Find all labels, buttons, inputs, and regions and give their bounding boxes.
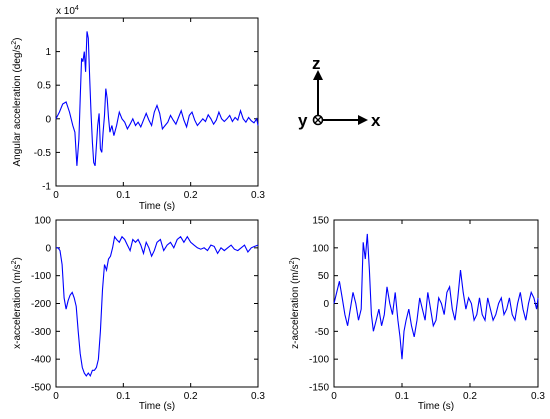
z-arrowhead-icon (313, 70, 323, 80)
z-axis-label: z (312, 54, 321, 73)
x-arrowhead-icon (358, 115, 368, 125)
angular-acceleration-chart: x 104 Time (s) Angular acceleration (deg… (11, 5, 265, 212)
x-tick-label: 0.2 (463, 391, 477, 402)
y-tick-label: -500 (31, 383, 51, 394)
y-tick-label: 100 (312, 243, 329, 254)
y-ticks: -500 -400 -300 -200 -100 0 100 (31, 216, 258, 394)
x-axis-label: x (371, 111, 381, 130)
y-tick-label: -100 (31, 271, 51, 282)
y-tick-label: -50 (315, 327, 330, 338)
y-tick-label: 150 (312, 216, 329, 227)
x-ticks: 0 0.1 0.2 0.3 (53, 18, 265, 201)
z-acceleration-chart: Time (s) z-acceleration (m/s2) 0 0.1 0.2 0.… (289, 216, 545, 413)
y-tick-label: -200 (31, 299, 51, 310)
x-tick-label: 0.3 (531, 391, 545, 402)
x-tick-label: 0.2 (184, 190, 198, 201)
x-tick-label: 0.3 (251, 391, 265, 402)
x-ticks: 0 0.1 0.2 0.3 (53, 220, 265, 402)
x-tick-label: 0.3 (251, 190, 265, 201)
x-axis-label: Time (s) (418, 401, 454, 412)
y-axis-label: Angular acceleration (deg/s2) (11, 38, 23, 167)
y-tick-label: -300 (31, 327, 51, 338)
plot-frame (333, 219, 539, 388)
plot-frame (55, 219, 259, 388)
series-line (56, 235, 259, 378)
y-tick-label: -1 (42, 182, 51, 193)
y-tick-label: -0.5 (34, 148, 52, 159)
x-acceleration-chart: Time (s) x-acceleration (m/s2) 0 0.1 0.2 0.… (11, 216, 265, 413)
y-ticks: -1 -0.5 0 0.5 1 (34, 47, 258, 193)
y-cross-icon (314, 116, 322, 124)
y-tick-label: 0.5 (37, 81, 51, 92)
y-tick-label: 0 (45, 243, 51, 254)
series-line (333, 233, 539, 360)
plot-frame (55, 17, 259, 187)
y-ticks: -150 -100 -50 0 50 100 150 (309, 216, 538, 394)
x-tick-label: 0.1 (395, 391, 409, 402)
x-tick-label: 0 (53, 190, 59, 201)
x-ticks: 0 0.1 0.2 0.3 (331, 220, 545, 402)
coordinate-frame: z y x (298, 54, 381, 130)
y-tick-label: 0 (323, 299, 329, 310)
x-tick-label: 0.2 (184, 391, 198, 402)
x-axis-label: Time (s) (139, 201, 175, 212)
y-tick-label: 1 (45, 47, 51, 58)
y-tick-label: 50 (318, 271, 330, 282)
x-tick-label: 0 (53, 391, 59, 402)
y-axis-label: y (298, 111, 308, 130)
y-tick-label: -100 (309, 355, 329, 366)
y-tick-label: 100 (34, 216, 51, 227)
y-tick-label: -150 (309, 383, 329, 394)
x-tick-label: 0.1 (116, 190, 130, 201)
y-axis-label: z-acceleration (m/s2) (289, 257, 301, 349)
x-tick-label: 0.1 (116, 391, 130, 402)
y-tick-label: 0 (45, 114, 51, 125)
y-tick-label: -400 (31, 355, 51, 366)
x-axis-label: Time (s) (139, 401, 175, 412)
y-axis-label: x-acceleration (m/s2) (11, 257, 23, 349)
x-tick-label: 0 (331, 391, 337, 402)
exponent-label: x 104 (56, 5, 79, 17)
series-line (55, 31, 259, 167)
